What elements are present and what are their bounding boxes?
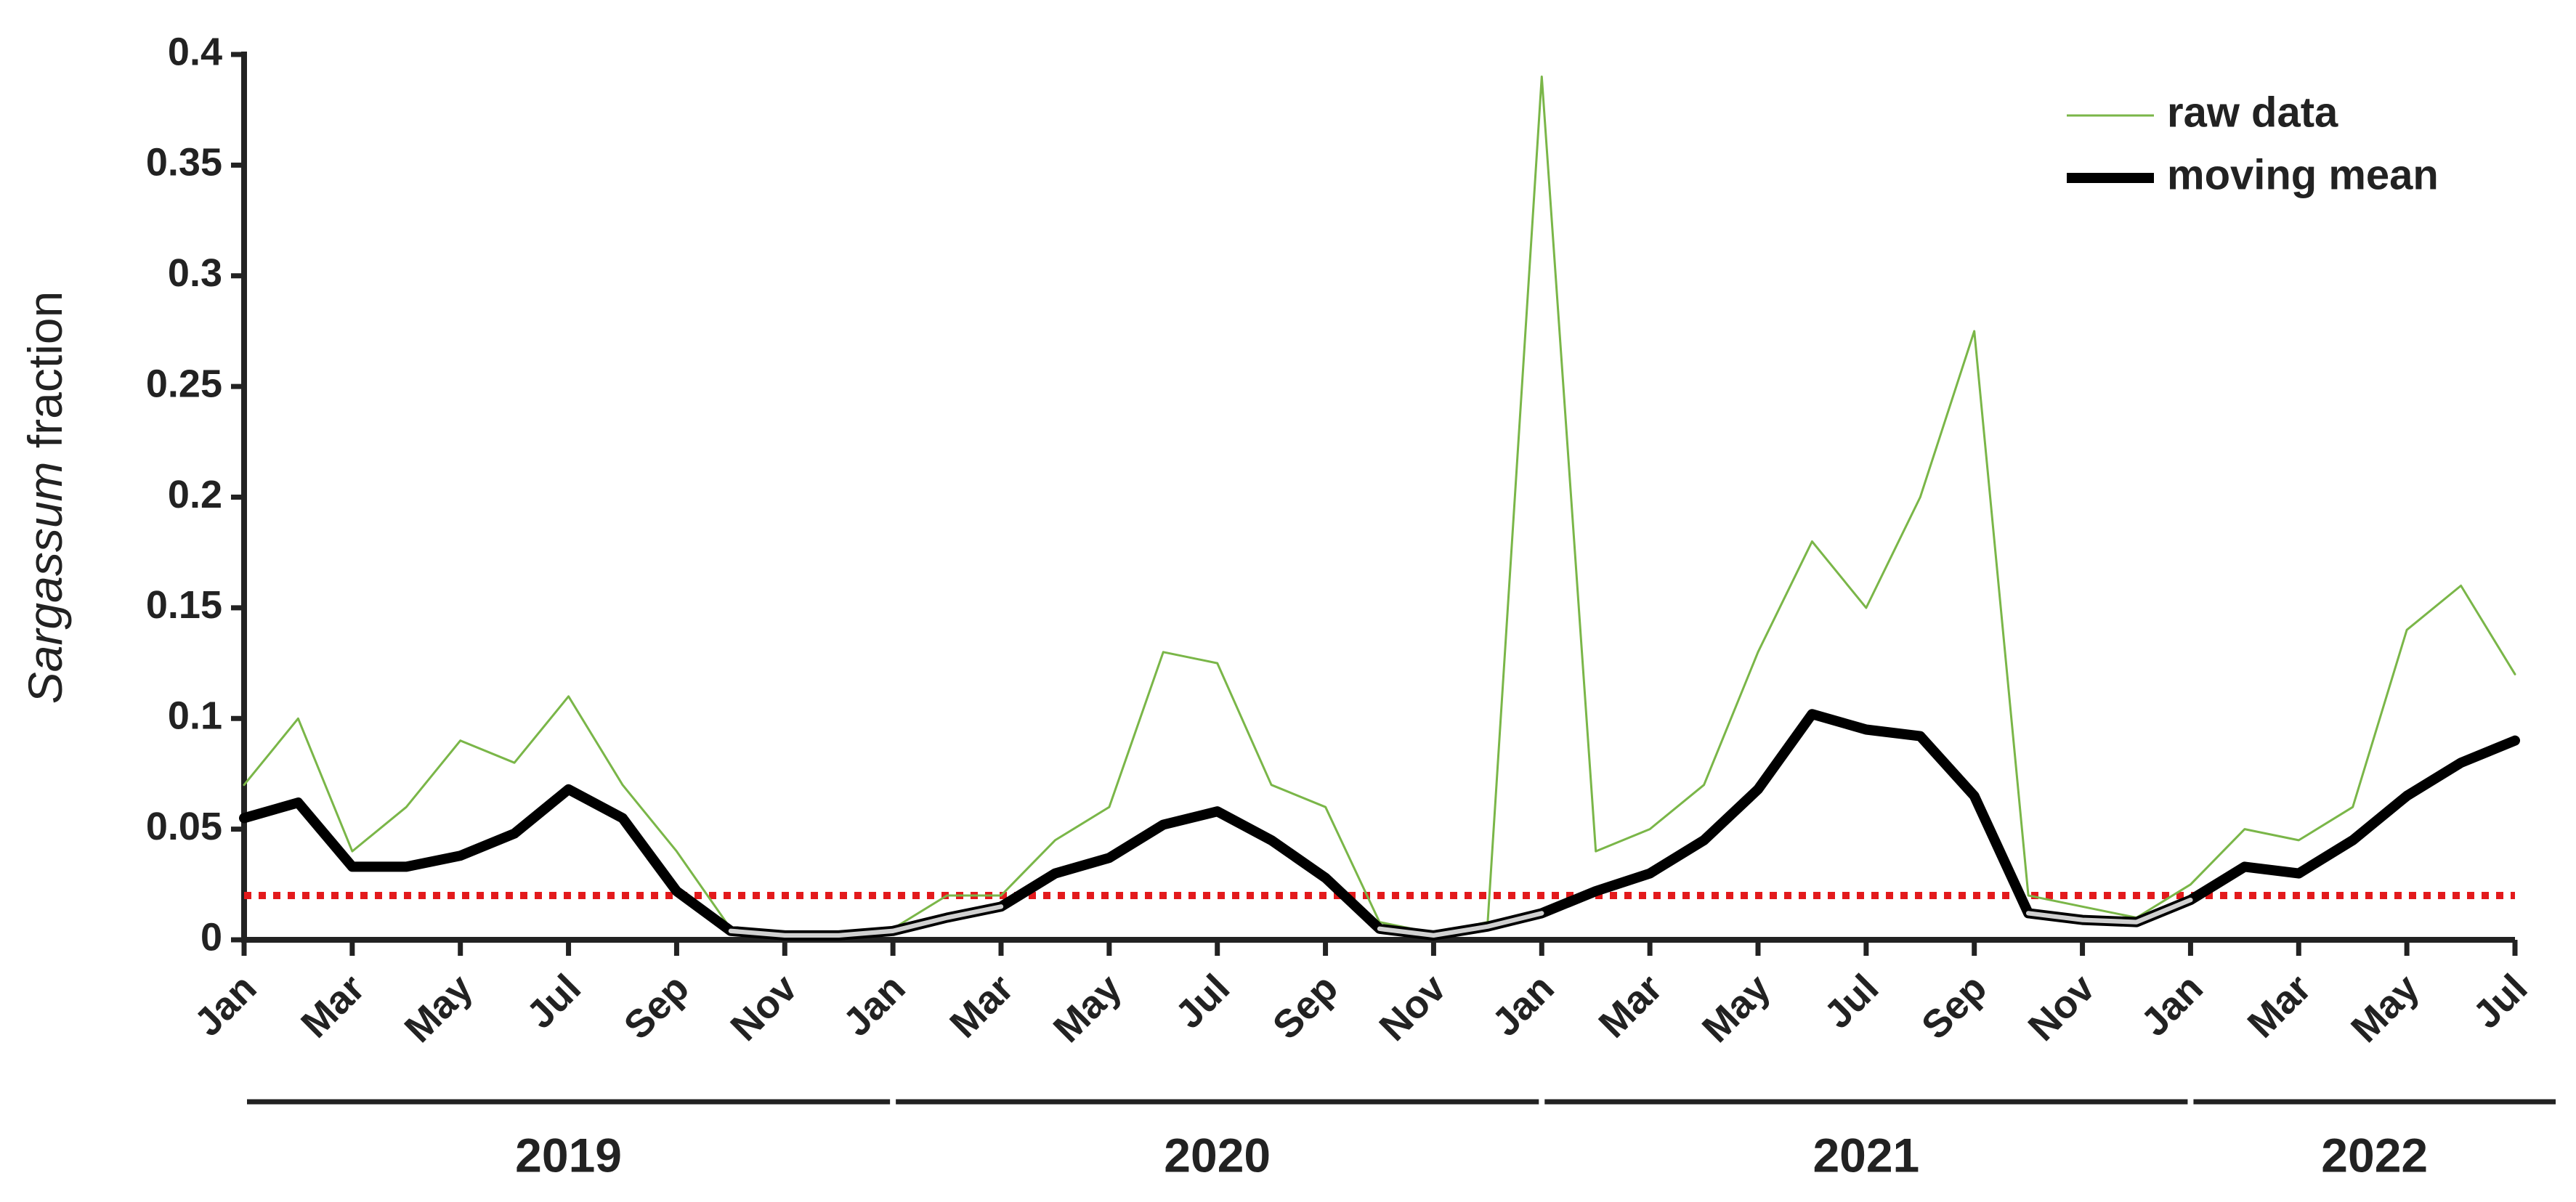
x-tick-label: Mar — [941, 966, 1021, 1046]
below-threshold-line — [1377, 911, 1544, 938]
x-tick-label: Jul — [2465, 966, 2536, 1037]
y-tick-label: 0.3 — [168, 251, 222, 295]
year-label: 2022 — [2321, 1128, 2428, 1182]
x-tick-label: Sep — [1913, 966, 1995, 1047]
x-tick-label: Mar — [293, 966, 373, 1046]
x-tick-label: May — [2343, 966, 2428, 1051]
y-label: fraction — [18, 291, 72, 448]
year-label: 2020 — [1164, 1128, 1271, 1182]
y-tick-label: 0.25 — [146, 362, 222, 405]
x-tick-label: Jul — [1167, 966, 1239, 1037]
legend-label: moving mean — [2167, 151, 2439, 198]
x-tick-label: Mar — [2240, 966, 2320, 1046]
x-tick-label: May — [1694, 966, 1779, 1051]
x-tick-label: Nov — [1371, 966, 1454, 1049]
x-tick-label: Nov — [722, 966, 806, 1049]
x-tick-label: Mar — [1590, 966, 1670, 1046]
below-threshold-line — [728, 904, 1004, 938]
x-tick-label: Jan — [2133, 966, 2211, 1044]
x-tick-label: Sep — [616, 966, 697, 1047]
x-tick-label: Jul — [519, 966, 590, 1037]
y-tick-label: 0 — [201, 915, 222, 959]
year-label: 2019 — [515, 1128, 622, 1182]
series-line — [243, 76, 2516, 937]
y-tick-label: 0.4 — [168, 30, 222, 73]
y-tick-label: 0.15 — [146, 583, 222, 627]
y-axis-label: Sargassum fraction — [18, 291, 72, 704]
y-label-italic: Sargassum — [18, 461, 72, 704]
x-tick-label: Nov — [2020, 966, 2104, 1049]
year-label: 2021 — [1812, 1128, 1919, 1182]
x-tick-label: Jan — [186, 966, 264, 1044]
x-tick-label: Sep — [1265, 966, 1346, 1047]
y-tick-label: 0.05 — [146, 805, 222, 848]
x-tick-label: Jan — [1484, 966, 1563, 1044]
x-tick-label: May — [1045, 966, 1130, 1051]
x-tick-label: Jan — [835, 966, 913, 1044]
y-tick-label: 0.2 — [168, 473, 222, 516]
below-threshold-line — [2025, 897, 2193, 925]
y-tick-label: 0.35 — [146, 141, 222, 184]
x-tick-label: May — [397, 966, 482, 1051]
x-tick-label: Jul — [1816, 966, 1887, 1037]
y-tick-label: 0.1 — [168, 694, 222, 738]
legend-label: raw data — [2167, 89, 2338, 136]
series-line — [239, 709, 2520, 941]
